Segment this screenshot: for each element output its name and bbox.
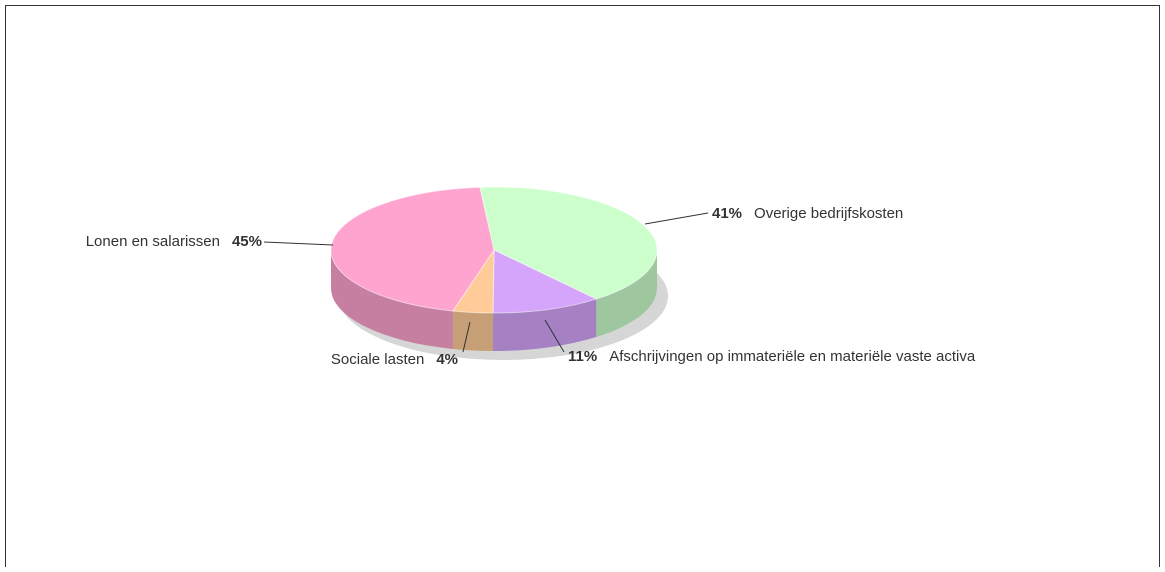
value-label: 41% (712, 205, 742, 222)
slice-label: Sociale lasten 4% (331, 351, 458, 368)
slice-side (493, 299, 597, 351)
category-label: Sociale lasten (331, 351, 424, 368)
slice (479, 186, 658, 300)
value-label: 4% (436, 351, 458, 368)
category-label: Overige bedrijfskosten (754, 205, 903, 222)
leader-line (644, 212, 709, 225)
value-label: 45% (232, 233, 262, 250)
slice-label: 41% Overige bedrijfskosten (712, 205, 903, 222)
slice-label: Lonen en salarissen 45% (86, 233, 262, 250)
leader-line (544, 319, 565, 353)
slice (492, 249, 598, 314)
category-label: Lonen en salarissen (86, 233, 220, 250)
leader-line (462, 321, 471, 353)
slice-side (452, 310, 494, 351)
slice-label: 11% Afschrijvingen op immateriële en mate… (568, 348, 976, 365)
leader-line (263, 241, 334, 246)
slice-side (596, 250, 657, 338)
value-label: 11% (568, 348, 597, 365)
category-label: Afschrijvingen op immateriële en materië… (609, 348, 976, 365)
